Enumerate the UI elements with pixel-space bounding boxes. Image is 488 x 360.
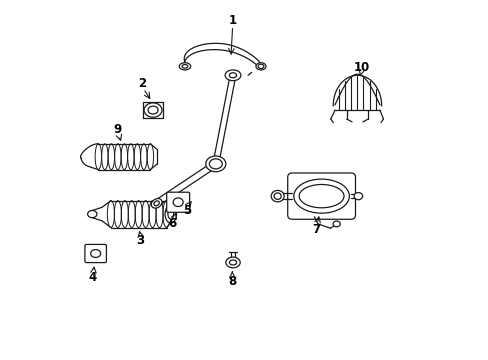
Text: 3: 3 (136, 234, 144, 247)
Text: 9: 9 (114, 123, 122, 136)
Ellipse shape (165, 205, 176, 223)
Ellipse shape (299, 184, 344, 208)
Text: 1: 1 (228, 14, 236, 27)
Ellipse shape (151, 198, 162, 208)
Ellipse shape (205, 156, 225, 172)
Text: 7: 7 (311, 223, 320, 236)
Ellipse shape (224, 70, 241, 81)
FancyBboxPatch shape (287, 173, 355, 219)
Ellipse shape (353, 193, 362, 200)
Ellipse shape (271, 190, 284, 202)
Ellipse shape (90, 249, 101, 257)
Ellipse shape (179, 63, 190, 70)
Ellipse shape (209, 159, 222, 169)
Text: 2: 2 (138, 77, 146, 90)
FancyBboxPatch shape (85, 244, 106, 262)
FancyBboxPatch shape (166, 192, 189, 212)
Ellipse shape (229, 73, 236, 78)
Ellipse shape (225, 257, 240, 268)
Text: 6: 6 (168, 217, 177, 230)
Text: 5: 5 (183, 204, 191, 217)
Ellipse shape (87, 211, 97, 218)
Ellipse shape (293, 179, 349, 213)
Text: 10: 10 (353, 60, 369, 73)
Ellipse shape (173, 198, 183, 207)
Ellipse shape (148, 106, 158, 114)
Text: 4: 4 (88, 271, 96, 284)
Ellipse shape (332, 221, 340, 227)
Text: 8: 8 (227, 275, 236, 288)
Ellipse shape (144, 103, 162, 117)
Ellipse shape (255, 63, 265, 70)
